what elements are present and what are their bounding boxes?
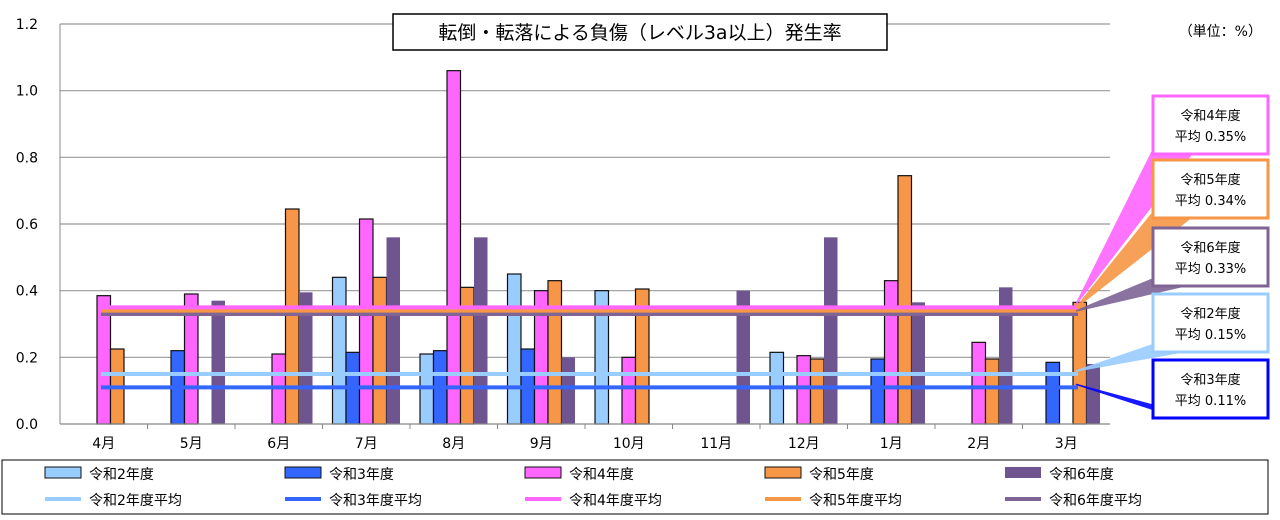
- callout-box: [1151, 358, 1270, 420]
- chart-title-box: 転倒・転落による負傷（レベル3a以上）発生率: [392, 13, 888, 51]
- bar: [911, 302, 925, 424]
- y-tick-label: 1.0: [16, 84, 38, 100]
- x-tick-label: 1月: [880, 436, 903, 452]
- x-tick-label: 9月: [530, 436, 553, 452]
- callout-value: 平均 0.33%: [1175, 262, 1246, 277]
- bar: [1045, 361, 1061, 425]
- bar: [358, 218, 374, 425]
- x-tick-label: 6月: [267, 436, 290, 452]
- bar: [870, 358, 886, 425]
- x-axis-ticks: 4月 5月 6月 7月 8月 9月 10月 11月 12月 1月 2月 3月: [92, 436, 1077, 452]
- callout-value: 平均 0.11%: [1175, 394, 1246, 409]
- legend-label: 令和3年度平均: [329, 493, 422, 509]
- bar: [1086, 364, 1100, 424]
- bar: [284, 208, 300, 425]
- bar: [984, 358, 1000, 425]
- x-tick-label: 8月: [442, 436, 465, 452]
- bar: [386, 237, 400, 424]
- chart-title: 転倒・転落による負傷（レベル3a以上）発生率: [438, 22, 841, 44]
- y-tick-label: 0.0: [16, 417, 38, 433]
- callout-value: 平均 0.15%: [1175, 328, 1246, 343]
- x-tick-label: 12月: [788, 436, 820, 452]
- x-tick-label: 4月: [92, 436, 115, 452]
- legend-label: 令和2年度: [89, 467, 154, 483]
- y-tick-label: 0.4: [16, 284, 38, 300]
- average-lines: [101, 305, 1078, 390]
- legend-swatch: [764, 466, 802, 479]
- y-tick-label: 1.2: [16, 17, 38, 33]
- unit-label: （単位：%）: [1179, 24, 1262, 40]
- bars: [96, 70, 1100, 425]
- x-tick-label: 2月: [967, 436, 990, 452]
- bar: [824, 237, 838, 424]
- bar: [736, 290, 750, 424]
- average-callouts: 令和4年度平均 0.35% 令和5年度平均 0.34% 令和6年度平均 0.33% 令…: [1075, 94, 1270, 420]
- callout-value: 平均 0.34%: [1175, 194, 1246, 209]
- callout-title: 令和4年度: [1180, 108, 1240, 124]
- bar: [211, 300, 225, 424]
- callout-box: [1151, 292, 1270, 354]
- legend-label: 令和4年度平均: [569, 493, 662, 509]
- legend-label: 令和6年度: [1049, 467, 1114, 483]
- bar: [1072, 301, 1088, 425]
- x-tick-label: 5月: [180, 436, 203, 452]
- bar: [621, 356, 637, 425]
- legend-swatch: [524, 466, 562, 479]
- bar: [999, 287, 1013, 424]
- callout-title: 令和3年度: [1180, 372, 1240, 388]
- bar: [883, 280, 899, 425]
- callout-value: 平均 0.35%: [1175, 130, 1246, 145]
- callout-title: 令和6年度: [1180, 240, 1240, 256]
- legend-label: 令和5年度: [809, 467, 874, 483]
- y-tick-label: 0.6: [16, 217, 38, 233]
- legend-label: 令和5年度平均: [809, 493, 902, 509]
- legend-label: 令和6年度平均: [1049, 493, 1142, 509]
- legend-label: 令和2年度平均: [89, 493, 182, 509]
- bar: [506, 273, 522, 425]
- callout-title: 令和2年度: [1180, 306, 1240, 322]
- legend-swatch: [1005, 467, 1041, 478]
- bar: [547, 280, 563, 425]
- bar: [796, 355, 812, 425]
- y-tick-label: 0.8: [16, 150, 38, 166]
- legend-swatch: [44, 466, 82, 479]
- legend-label: 令和4年度: [569, 467, 634, 483]
- legend-label: 令和3年度: [329, 467, 394, 483]
- x-tick-label: 11月: [700, 436, 732, 452]
- legend-swatch: [284, 466, 322, 479]
- bar: [474, 237, 488, 424]
- bar: [809, 358, 825, 425]
- bar: [971, 341, 987, 425]
- y-axis-ticks: 0.0 0.2 0.4 0.6 0.8 1.0 1.2: [16, 17, 38, 433]
- bar: [446, 70, 462, 425]
- x-tick-label: 10月: [613, 436, 645, 452]
- callout-box: [1151, 94, 1270, 156]
- bar: [331, 276, 347, 425]
- x-tick-label: 3月: [1055, 436, 1078, 452]
- callout-box: [1151, 158, 1270, 220]
- x-tick-label: 7月: [355, 436, 378, 452]
- callout-box: [1151, 226, 1270, 288]
- axes: [59, 24, 1110, 429]
- bar: [299, 292, 313, 424]
- callout-title: 令和5年度: [1180, 172, 1240, 188]
- y-tick-label: 0.2: [16, 350, 38, 366]
- bar: [561, 357, 575, 424]
- bar: [372, 276, 388, 425]
